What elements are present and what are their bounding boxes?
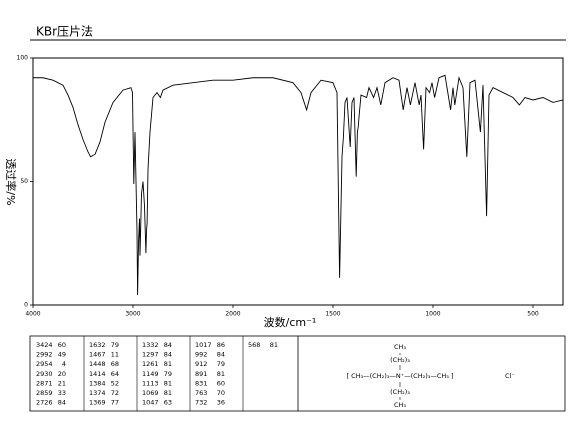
peak-wavenumber: 2930 xyxy=(36,370,53,378)
peak-wavenumber: 2871 xyxy=(36,379,53,387)
spectrum-line xyxy=(33,74,564,296)
y-tick-label: 50 xyxy=(20,178,28,185)
peak-transmittance: 84 xyxy=(217,351,225,359)
peak-wavenumber: 2992 xyxy=(36,351,53,359)
peak-wavenumber: 1297 xyxy=(142,351,159,359)
x-tick-label: 500 xyxy=(527,311,539,318)
peak-wavenumber: 912 xyxy=(195,360,207,368)
peak-wavenumber: 2954 xyxy=(36,360,53,368)
peak-transmittance: 21 xyxy=(58,379,66,387)
x-tick-label: 3000 xyxy=(125,311,140,318)
peak-transmittance: 33 xyxy=(58,389,66,397)
peak-transmittance: 60 xyxy=(58,341,66,349)
peak-wavenumber: 1047 xyxy=(142,399,159,407)
peak-transmittance: 81 xyxy=(164,389,172,397)
x-axis-label: 波数/cm⁻¹ xyxy=(264,316,317,329)
y-axis-label: 透过率/% xyxy=(4,158,18,205)
y-tick-label: 100 xyxy=(17,55,29,62)
peak-transmittance: 20 xyxy=(58,370,66,378)
peak-wavenumber: 992 xyxy=(195,351,207,359)
peak-transmittance: 86 xyxy=(217,341,225,349)
peak-transmittance: 60 xyxy=(217,379,225,387)
peak-transmittance: 36 xyxy=(217,399,225,407)
peak-transmittance: 81 xyxy=(217,370,225,378)
peak-wavenumber: 1448 xyxy=(89,360,106,368)
y-tick-label: 0 xyxy=(24,302,28,309)
peak-transmittance: 49 xyxy=(58,351,66,359)
peak-wavenumber: 763 xyxy=(195,389,207,397)
peak-transmittance: 79 xyxy=(111,341,119,349)
peak-wavenumber: 2859 xyxy=(36,389,53,397)
peak-wavenumber: 732 xyxy=(195,399,207,407)
peak-wavenumber: 1374 xyxy=(89,389,106,397)
peak-transmittance: 72 xyxy=(111,389,119,397)
peak-wavenumber: 1467 xyxy=(89,351,106,359)
peak-wavenumber: 1069 xyxy=(142,389,159,397)
peak-wavenumber: 3424 xyxy=(36,341,53,349)
x-tick-label: 2000 xyxy=(225,311,240,318)
table-frame xyxy=(29,335,566,412)
peak-transmittance: 81 xyxy=(270,341,278,349)
structure-atom: CH₃ xyxy=(394,343,406,351)
peak-wavenumber: 1149 xyxy=(142,370,159,378)
chart-title: KBr压片法 xyxy=(36,25,93,39)
peak-transmittance: 79 xyxy=(164,370,172,378)
peak-transmittance: 11 xyxy=(111,351,119,359)
x-tick-label: 4000 xyxy=(25,311,40,318)
peak-wavenumber: 1414 xyxy=(89,370,106,378)
counter-ion: Cl⁻ xyxy=(505,372,515,380)
structure-atom: (CH₂)₃ xyxy=(390,388,410,396)
peak-wavenumber: 1332 xyxy=(142,341,159,349)
peak-transmittance: 52 xyxy=(111,379,119,387)
peak-transmittance: 84 xyxy=(164,351,172,359)
structure-atom: CH₃ xyxy=(394,401,406,409)
peak-wavenumber: 1113 xyxy=(142,379,159,387)
peak-transmittance: 68 xyxy=(111,360,119,368)
peak-transmittance: 81 xyxy=(164,379,172,387)
peak-wavenumber: 1369 xyxy=(89,399,106,407)
structure-chain: [ CH₃—(CH₂)₃—N⁺—(CH₂)₃—CH₃ ] xyxy=(347,372,454,380)
x-tick-label: 1000 xyxy=(425,311,440,318)
peak-transmittance: 79 xyxy=(217,360,225,368)
peak-transmittance: 84 xyxy=(164,341,172,349)
peak-wavenumber: 1261 xyxy=(142,360,159,368)
peak-wavenumber: 1384 xyxy=(89,379,106,387)
peak-wavenumber: 2726 xyxy=(36,399,53,407)
peak-transmittance: 4 xyxy=(62,360,66,368)
structure-atom: (CH₂)₃ xyxy=(390,356,410,364)
peak-transmittance: 77 xyxy=(111,399,119,407)
peak-transmittance: 81 xyxy=(164,360,172,368)
peak-transmittance: 64 xyxy=(111,370,119,378)
peak-wavenumber: 831 xyxy=(195,379,207,387)
peak-wavenumber: 1632 xyxy=(89,341,106,349)
peak-transmittance: 84 xyxy=(58,399,66,407)
peak-wavenumber: 1017 xyxy=(195,341,212,349)
peak-transmittance: 63 xyxy=(164,399,172,407)
peak-wavenumber: 891 xyxy=(195,370,207,378)
peak-transmittance: 70 xyxy=(217,389,225,397)
peak-wavenumber: 568 xyxy=(248,341,260,349)
x-tick-label: 1500 xyxy=(325,311,340,318)
